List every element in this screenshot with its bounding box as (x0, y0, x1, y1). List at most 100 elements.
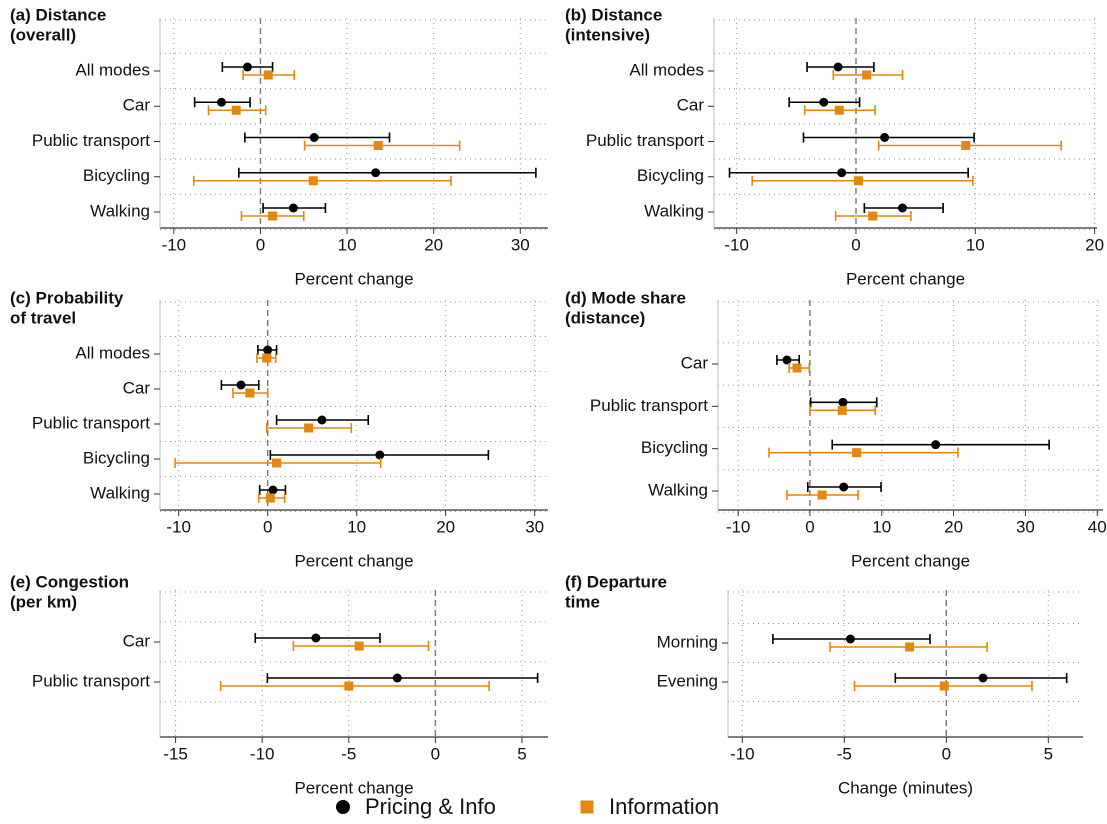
y-tick-label: Evening (657, 671, 718, 690)
panel-title: (a) Distance (10, 5, 106, 24)
panel-title: (intensive) (565, 25, 650, 44)
point-estimate (371, 168, 381, 178)
point-estimate (862, 70, 872, 80)
point-estimate (304, 423, 314, 433)
point-estimate (837, 405, 847, 415)
panel-title: (overall) (10, 25, 76, 44)
y-tick-label: Car (123, 96, 151, 115)
point-estimate (898, 203, 908, 213)
point-estimate (839, 482, 849, 492)
panel-title: (per km) (10, 592, 77, 611)
x-axis-label: Percent change (294, 551, 413, 570)
y-tick-label: Bicycling (641, 438, 708, 457)
y-tick-label: Public transport (586, 131, 704, 150)
y-tick-label: Walking (90, 483, 150, 502)
y-tick-label: Public transport (32, 413, 150, 432)
point-estimate (837, 168, 847, 178)
point-estimate (268, 485, 278, 495)
x-tick-label: -10 (730, 744, 755, 763)
point-estimate (309, 133, 319, 142)
point-estimate (838, 397, 848, 407)
point-estimate (852, 448, 862, 458)
point-estimate (905, 642, 915, 652)
x-tick-label: 20 (436, 517, 455, 536)
legend-label: Pricing & Info (365, 794, 496, 819)
error-bar (768, 447, 959, 458)
y-tick-label: All modes (75, 60, 150, 79)
point-estimate (263, 345, 273, 355)
point-estimate (375, 450, 385, 460)
y-tick-label: Bicycling (83, 166, 150, 185)
x-tick-label: -15 (163, 744, 188, 763)
y-tick-label: Bicycling (83, 448, 150, 467)
point-estimate (317, 415, 327, 425)
point-estimate (268, 211, 278, 221)
y-tick-label: All modes (75, 343, 150, 362)
x-tick-label: 0 (256, 235, 265, 254)
point-estimate (782, 355, 792, 365)
panel-title: (distance) (565, 308, 645, 327)
point-estimate (288, 203, 298, 213)
point-estimate (272, 458, 282, 468)
point-estimate (263, 70, 273, 80)
x-tick-label: 20 (424, 235, 443, 254)
y-tick-label: Walking (90, 201, 150, 220)
x-tick-label: 30 (525, 517, 544, 536)
point-estimate (961, 141, 971, 150)
y-tick-label: Bicycling (637, 166, 704, 185)
x-tick-label: 10 (347, 517, 366, 536)
point-estimate (245, 388, 255, 398)
x-tick-label: -10 (166, 517, 191, 536)
point-estimate (373, 141, 383, 150)
error-bar (728, 167, 969, 178)
x-tick-label: 0 (263, 517, 272, 536)
x-tick-label: 10 (872, 517, 891, 536)
legend-marker (336, 800, 350, 814)
y-tick-label: Public transport (590, 396, 708, 415)
point-estimate (265, 493, 275, 503)
y-tick-label: Walking (644, 201, 704, 220)
x-tick-label: -10 (250, 744, 275, 763)
panel-title: (e) Congestion (10, 572, 129, 591)
point-estimate (231, 105, 241, 115)
x-tick-label: 30 (511, 235, 530, 254)
x-tick-label: 5 (1044, 744, 1053, 763)
panel-title: (c) Probability (10, 288, 124, 307)
point-estimate (845, 634, 855, 644)
legend-marker (580, 800, 594, 814)
y-tick-label: Car (677, 96, 705, 115)
x-tick-label: 20 (944, 517, 963, 536)
point-estimate (931, 440, 941, 450)
y-tick-label: Morning (657, 632, 718, 651)
x-axis-label: Percent change (294, 269, 413, 288)
point-estimate (344, 681, 354, 691)
x-tick-label: 0 (805, 517, 814, 536)
x-tick-label: 0 (431, 744, 440, 763)
panel-title: (f) Departure (565, 572, 667, 591)
error-bar (266, 673, 539, 683)
point-estimate (242, 62, 252, 72)
y-tick-label: Public transport (32, 131, 150, 150)
panel-title: of travel (10, 308, 76, 327)
x-tick-label: -5 (341, 744, 356, 763)
x-tick-label: 10 (966, 235, 985, 254)
y-tick-label: Walking (648, 480, 708, 499)
x-tick-label: -10 (162, 235, 187, 254)
x-tick-label: 20 (1085, 235, 1104, 254)
error-bar (219, 681, 490, 691)
point-estimate (853, 176, 863, 186)
y-tick-label: Car (681, 353, 709, 372)
point-estimate (978, 673, 988, 683)
point-estimate (868, 211, 878, 221)
y-tick-label: Public transport (32, 671, 150, 690)
x-tick-label: -5 (837, 744, 852, 763)
legend-label: Information (609, 794, 719, 819)
point-estimate (880, 133, 890, 142)
x-tick-label: 0 (851, 235, 860, 254)
x-tick-label: -10 (724, 235, 749, 254)
point-estimate (311, 633, 321, 643)
x-tick-label: 10 (338, 235, 357, 254)
x-tick-label: 40 (1088, 517, 1107, 536)
error-bar (192, 175, 452, 186)
error-bar (831, 439, 1050, 450)
